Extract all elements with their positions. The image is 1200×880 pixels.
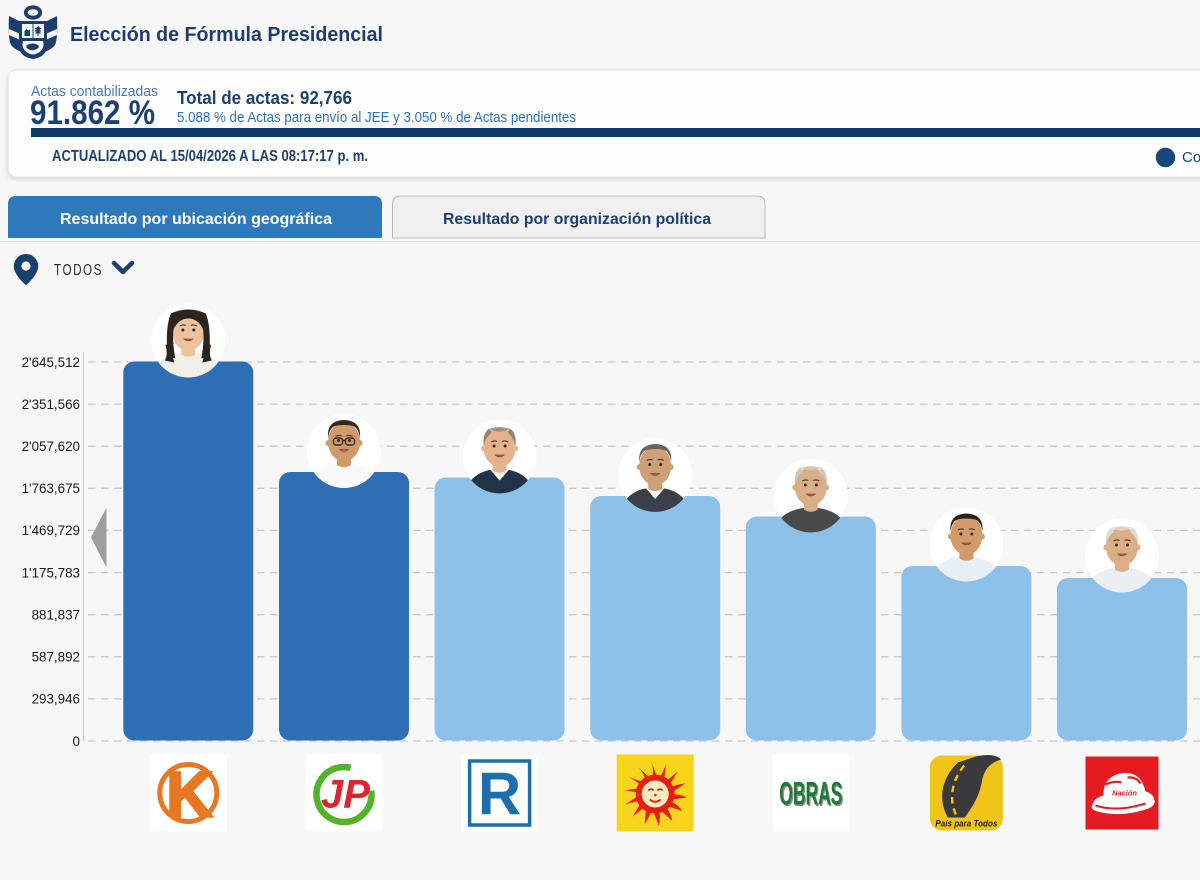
svg-text:1'469,729: 1'469,729 bbox=[22, 523, 80, 538]
svg-text:R: R bbox=[478, 761, 521, 828]
svg-text:0: 0 bbox=[73, 734, 80, 749]
svg-text:2'057,620: 2'057,620 bbox=[22, 439, 80, 454]
svg-text:1'763,675: 1'763,675 bbox=[22, 481, 80, 496]
svg-text:Resultado por organización pol: Resultado por organización política bbox=[443, 211, 711, 228]
svg-text:91.862 %: 91.862 % bbox=[30, 94, 155, 132]
svg-text:Actas contabilizadas: Actas contabilizadas bbox=[31, 83, 158, 100]
svg-text:Nación: Nación bbox=[1112, 789, 1137, 798]
svg-text:Elección de Fórmula Presidenci: Elección de Fórmula Presidencial bbox=[70, 23, 383, 46]
svg-text:JP: JP bbox=[321, 773, 370, 817]
svg-text:2'351,566: 2'351,566 bbox=[22, 397, 80, 412]
svg-text:País para Todos: País para Todos bbox=[935, 819, 997, 829]
svg-text:TODOS: TODOS bbox=[54, 262, 103, 279]
svg-text:587,892: 587,892 bbox=[32, 650, 80, 665]
svg-text:OBRAS: OBRAS bbox=[779, 776, 842, 812]
svg-text:293,946: 293,946 bbox=[32, 692, 80, 707]
svg-text:Resultado por ubicación geográ: Resultado por ubicación geográfica bbox=[60, 211, 332, 228]
svg-text:K: K bbox=[166, 759, 212, 831]
svg-text:881,837: 881,837 bbox=[32, 608, 80, 623]
svg-text:Total de actas: 92,766: Total de actas: 92,766 bbox=[177, 88, 352, 108]
svg-text:Co: Co bbox=[1182, 149, 1200, 166]
svg-text:5.088 % de Actas para envío al: 5.088 % de Actas para envío al JEE y 3.0… bbox=[177, 110, 576, 126]
svg-text:OBRAS: OBRAS bbox=[781, 777, 844, 813]
svg-text:1'175,783: 1'175,783 bbox=[22, 565, 80, 580]
svg-text:2'645,512: 2'645,512 bbox=[22, 355, 80, 370]
svg-text:ACTUALIZADO AL 15/04/2026 A LA: ACTUALIZADO AL 15/04/2026 A LAS 08:17:17… bbox=[52, 148, 368, 165]
